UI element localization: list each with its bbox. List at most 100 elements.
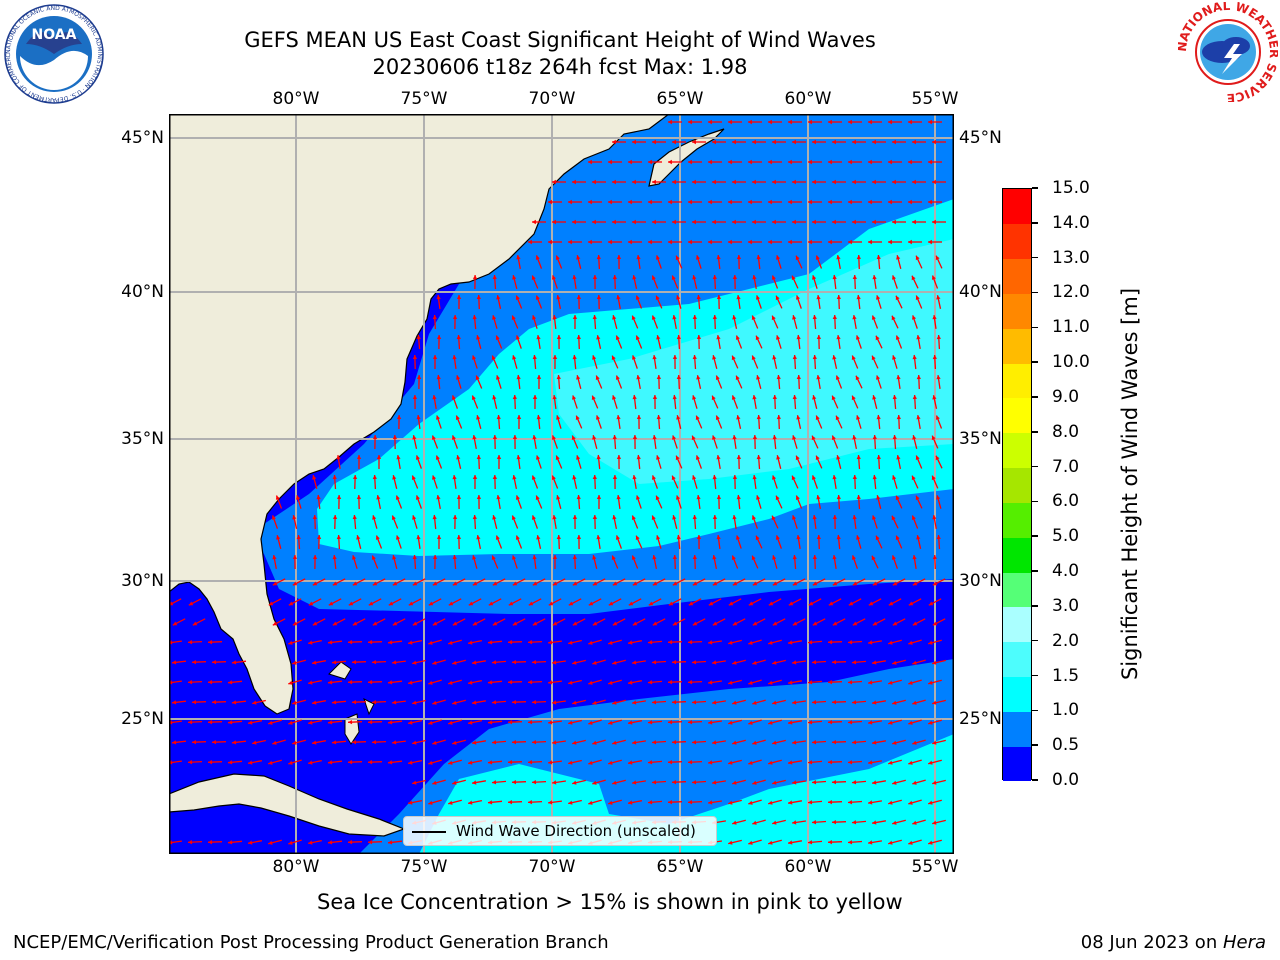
wave-direction-arrowhead: [932, 139, 936, 145]
wave-direction-arrowhead: [476, 495, 482, 499]
wave-direction-arrowhead: [436, 495, 441, 500]
lat-tick-left-25n: 25°N: [121, 709, 164, 729]
wave-direction-arrowhead: [555, 455, 560, 460]
wave-direction-arrowhead: [728, 720, 733, 725]
wave-direction-arrowhead: [888, 760, 893, 765]
wave-direction-arrowhead: [888, 199, 892, 205]
wave-direction-arrowhead: [188, 840, 193, 845]
wave-direction-arrowhead: [728, 199, 732, 205]
wave-direction-arrowhead: [848, 800, 853, 805]
colorbar-segment: [1003, 328, 1031, 364]
wave-direction-arrowhead: [812, 581, 818, 586]
colorbar-segment: [1003, 676, 1031, 712]
wave-direction-arrowhead: [836, 295, 841, 299]
wave-direction-arrowhead: [592, 275, 598, 279]
wind-wave-direction-arrows: [169, 119, 946, 845]
wave-direction-arrowhead: [772, 660, 777, 665]
wave-direction-arrowhead: [888, 159, 892, 165]
wave-direction-arrowhead: [808, 199, 812, 205]
wave-direction-arrowhead: [912, 139, 916, 145]
wave-direction-arrowhead: [895, 335, 900, 340]
wave-direction-arrowhead: [715, 375, 720, 380]
wave-direction-arrowhead: [496, 455, 502, 459]
wave-direction-arrowhead: [768, 840, 773, 845]
wave-direction-arrowhead: [708, 800, 713, 805]
wave-direction-arrowhead: [628, 199, 632, 205]
wave-direction-arrowhead: [472, 581, 478, 586]
wave-direction-arrowhead: [812, 621, 818, 626]
wave-direction-arrowhead: [736, 255, 742, 259]
wave-direction-arrowhead: [851, 555, 856, 560]
wave-direction-arrowhead: [172, 700, 177, 705]
wave-direction-arrowhead: [896, 455, 901, 460]
wave-direction-arrowhead: [455, 415, 460, 420]
wave-direction-arrowhead: [852, 780, 857, 785]
wave-direction-arrowhead: [472, 555, 477, 560]
wave-direction-arrowhead: [716, 255, 721, 260]
colorbar-tick-mark: [1032, 361, 1038, 363]
wave-direction-arrowhead: [495, 335, 500, 340]
wave-direction-arrowhead: [916, 415, 921, 420]
wave-direction-arrowhead: [328, 840, 333, 845]
lat-tick-right-30n: 30°N: [959, 571, 1002, 591]
wave-direction-arrowhead: [628, 640, 633, 645]
wave-direction-arrowhead: [588, 640, 593, 645]
wave-direction-arrowhead: [832, 740, 836, 745]
wave-direction-arrowhead: [288, 680, 293, 685]
wave-direction-arrowhead: [711, 395, 716, 401]
wave-direction-arrowhead: [728, 800, 733, 805]
wave-direction-arrowhead: [732, 660, 737, 665]
wave-direction-arrowhead: [676, 415, 681, 420]
wave-direction-arrowhead: [896, 415, 901, 420]
wave-direction-arrowhead: [716, 495, 722, 499]
wave-direction-arrowhead: [552, 315, 557, 320]
wave-direction-arrowhead: [596, 295, 602, 299]
wave-direction-arrowhead: [468, 760, 473, 765]
wave-direction-arrowhead: [632, 139, 636, 145]
wave-direction-arrowhead: [512, 555, 517, 560]
wave-height-map[interactable]: [169, 114, 954, 854]
wave-direction-arrowhead: [268, 720, 273, 725]
wave-direction-arrowhead: [336, 455, 341, 460]
wave-direction-arrowhead: [492, 435, 498, 439]
wave-direction-arrowhead: [728, 601, 734, 606]
wave-direction-arrowhead: [512, 435, 518, 439]
wave-direction-arrowhead: [592, 621, 598, 626]
wave-direction-arrowhead: [552, 700, 557, 705]
wave-direction-arrowhead: [831, 435, 836, 440]
wave-direction-arrowhead: [736, 415, 741, 420]
wave-direction-arrowhead: [508, 720, 512, 725]
wave-direction-arrowhead: [812, 515, 817, 520]
wave-direction-arrowhead: [928, 239, 932, 245]
wave-direction-arrowhead: [856, 535, 861, 540]
wave-direction-arrowhead: [876, 375, 881, 380]
wave-direction-arrowhead: [532, 700, 537, 705]
wave-direction-arrowhead: [848, 199, 852, 205]
wave-direction-arrowhead: [936, 295, 941, 300]
wave-direction-arrowhead: [828, 640, 832, 645]
wave-direction-arrowhead: [596, 335, 601, 340]
wave-direction-arrowhead: [372, 660, 377, 665]
wave-direction-arrowhead: [548, 640, 553, 645]
wave-direction-arrowhead: [876, 495, 881, 500]
wave-direction-arrowhead: [368, 601, 374, 606]
wave-direction-arrowhead: [736, 455, 742, 459]
wave-direction-arrowhead: [492, 621, 498, 626]
wave-direction-arrowhead: [748, 640, 753, 645]
wave-direction-arrowhead: [368, 760, 373, 765]
wave-direction-arrowhead: [252, 700, 257, 705]
lon-tick-bottom-80w: 80°W: [272, 857, 320, 877]
wave-direction-arrowhead: [476, 335, 481, 340]
wave-direction-arrowhead: [612, 780, 617, 785]
wave-direction-arrowhead: [628, 720, 633, 725]
wave-direction-arrowhead: [892, 660, 897, 665]
wave-direction-arrowhead: [292, 581, 298, 586]
lat-tick-right-25n: 25°N: [959, 709, 1002, 729]
colorbar-tick-mark: [1032, 500, 1038, 503]
wave-direction-arrowhead: [708, 680, 713, 685]
wave-direction-arrowhead: [768, 760, 773, 765]
wave-direction-arrowhead: [756, 415, 761, 420]
wave-direction-arrowhead: [548, 760, 553, 765]
wave-direction-arrowhead: [712, 435, 717, 440]
colorbar-segment: [1003, 711, 1031, 747]
